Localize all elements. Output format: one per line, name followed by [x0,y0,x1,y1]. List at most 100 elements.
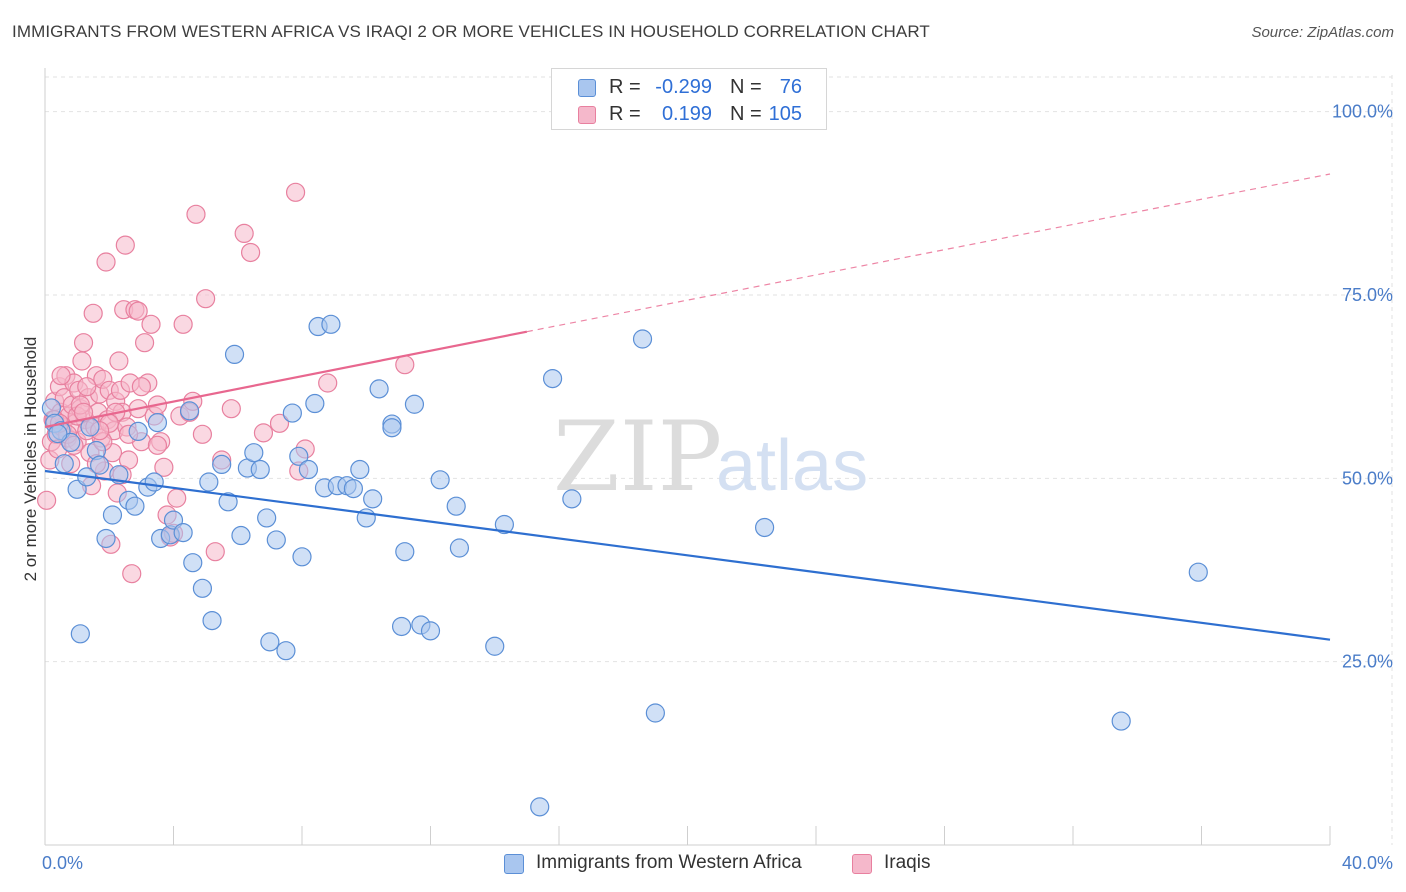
iraqis-point [83,303,103,323]
western-africa-point [266,530,286,550]
iraqis-point [167,488,187,508]
western-africa-point [530,797,550,817]
legend-row-blue: R = -0.299 N = 76 [552,74,826,102]
legend-label: Immigrants from Western Africa [536,852,802,873]
watermark: ZIP atlas [553,401,868,513]
legend-row-pink: R = 0.199 N = 105 [552,101,826,129]
iraqis-point [141,314,161,334]
tick-labels: 25.0% 50.0% 75.0% 100.0% 0.0% 40.0% [42,102,1393,873]
western-africa-point [41,398,62,418]
watermark-atlas: atlas [716,426,868,506]
iraqis-point [128,301,148,321]
western-africa-point [350,459,370,480]
iraqis-point [205,542,225,562]
western-africa-point [224,344,245,364]
iraqis-point [115,235,135,255]
iraqis-points [37,182,415,584]
western-africa-point [404,394,425,414]
source-label: Source: ZipAtlas.com [1251,24,1394,41]
legend-label: Iraqis [884,852,931,873]
series-legend: Immigrants from Western Africa Iraqis [0,852,1406,878]
western-africa-point [298,459,319,480]
iraqis-point [241,242,261,263]
iraqis-point [234,223,254,243]
western-africa-point [1111,711,1131,731]
western-africa-trend-line [44,469,1331,641]
western-africa-point [199,472,219,492]
western-africa-point [430,470,450,490]
x-tick-label: 0.0% [42,853,83,873]
chart-title: IMMIGRANTS FROM WESTERN AFRICA VS IRAQI … [12,22,930,41]
y-tick-label: 25.0% [1342,652,1393,672]
western-africa-point [202,610,222,631]
western-africa-point [485,636,505,656]
y-axis-label: 2 or more Vehicles in Household [21,337,40,582]
blue-swatch [578,79,596,97]
iraqis-point [154,457,174,477]
r-label: R = [609,103,641,125]
iraqis-point [109,351,129,371]
western-africa-point [96,528,116,549]
western-africa-point [391,616,412,637]
western-africa-point [562,489,582,509]
n-value: 76 [779,76,802,98]
iraqis-point [73,333,94,353]
y-tick-label: 50.0% [1342,468,1393,488]
western-africa-point [80,417,100,437]
western-africa-point [54,454,74,474]
western-africa-point [250,459,270,480]
iraqis-point [395,355,415,375]
r-label: R = [609,76,641,98]
iraqis-point [318,373,338,393]
trend-lines [44,173,1331,641]
western-africa-point [289,446,309,466]
iraqis-point [269,413,290,433]
n-label: N = [730,76,762,98]
western-africa-point [382,418,402,438]
western-africa-point [305,393,325,414]
western-africa-point [343,479,363,499]
iraqis-point [96,252,116,272]
pink-swatch [578,106,596,124]
western-africa-point [257,508,277,528]
western-africa-point [1188,562,1208,582]
western-africa-point [218,492,238,512]
iraqis-point [147,435,168,455]
western-africa-point [260,632,280,652]
iraqis-point [253,423,274,443]
watermark-zip: ZIP [553,401,722,513]
western-africa-point [173,522,193,543]
western-africa-point [128,421,148,441]
iraqis-trend-line [44,330,528,429]
iraqis-point [37,490,57,510]
western-africa-point [363,489,383,509]
western-africa-point [645,703,665,723]
western-africa-points [41,314,1208,817]
western-africa-point [292,547,312,567]
iraqis-trend-extension [526,173,1331,333]
western-africa-point [542,369,563,389]
iraqis-point [221,399,241,419]
western-africa-point [395,542,415,562]
y-tick-label: 100.0% [1332,102,1393,122]
western-africa-point [212,454,232,474]
y-tick-label: 75.0% [1342,285,1393,305]
gridlines [45,75,1393,845]
western-africa-point [282,403,302,423]
western-africa-point [183,553,203,573]
western-africa-point [192,578,213,598]
iraqis-point [77,377,97,397]
blue-swatch [504,854,524,874]
western-africa-point [420,621,441,641]
western-africa-point [147,413,168,433]
n-label: N = [730,103,762,125]
iraqis-point [51,366,71,386]
iraqis-point [122,564,142,584]
western-africa-point [90,455,110,475]
iraqis-point [192,424,213,444]
western-africa-point [102,505,123,525]
western-africa-point [48,424,68,444]
western-africa-point [231,525,251,546]
correlation-legend: R = -0.299 N = 76 R = 0.199 N = 105 [551,68,827,130]
